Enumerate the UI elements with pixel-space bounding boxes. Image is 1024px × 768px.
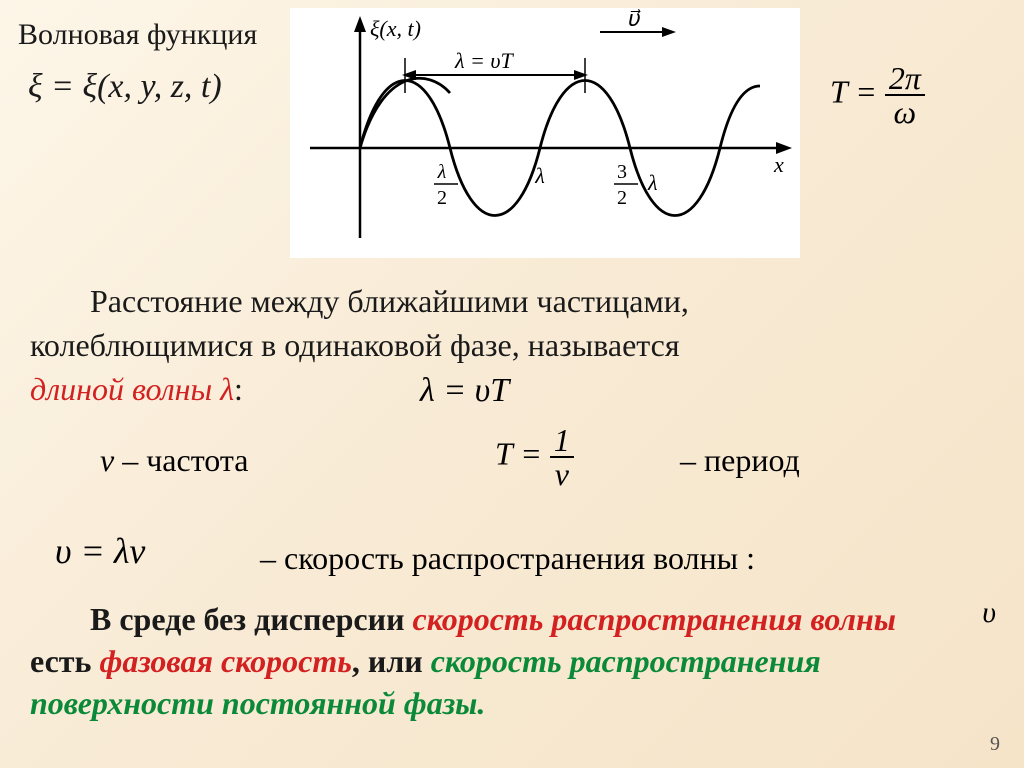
formula-period-frequency: T = 1ν: [495, 424, 574, 490]
formula-lambda: λ = υT: [420, 372, 509, 410]
svg-text:2: 2: [617, 187, 627, 209]
velocity-label: υ⃗: [628, 8, 641, 31]
bottom-line-3: поверхности постоянной фазы.: [30, 682, 994, 725]
formula-velocity: υ = λν: [55, 530, 145, 572]
y-axis-label: ξ(x, t): [370, 16, 421, 41]
paragraph-line-2: колеблющимися в одинаковой фазе, называе…: [30, 324, 994, 367]
lambda-label: λ = υT: [454, 48, 514, 73]
frequency-label: ν – частота: [100, 442, 248, 479]
x-axis-label: x: [773, 152, 784, 177]
svg-text:2: 2: [437, 187, 447, 209]
paragraph-line-3: длиной волны λ:: [30, 368, 994, 411]
svg-text:λ: λ: [437, 161, 447, 183]
title: Волновая функция: [18, 18, 257, 52]
svg-text:3: 3: [617, 161, 627, 183]
speed-propagation-text: – скорость распространения волны :: [260, 540, 755, 577]
wave-chart: ξ(x, t) x υ⃗ λ = υT λ 2 λ 3 2 λ: [290, 8, 800, 258]
formula-period-omega: T = 2πω: [830, 62, 925, 128]
lone-velocity-symbol: υ: [982, 596, 996, 630]
svg-text:λ: λ: [647, 170, 658, 195]
page-number: 9: [990, 733, 1000, 756]
paragraph-line-1: Расстояние между ближайшими частицами,: [30, 280, 994, 323]
wavelength-term: длиной волны λ: [30, 371, 234, 407]
period-label: – период: [680, 442, 800, 479]
svg-text:λ: λ: [534, 163, 545, 188]
bottom-line-1: В среде без дисперсии скорость распростр…: [30, 598, 994, 641]
wave-function-formula: ξ = ξ(x, y, z, t): [28, 68, 222, 106]
bottom-line-2: есть фазовая скорость, или скорость расп…: [30, 640, 994, 683]
